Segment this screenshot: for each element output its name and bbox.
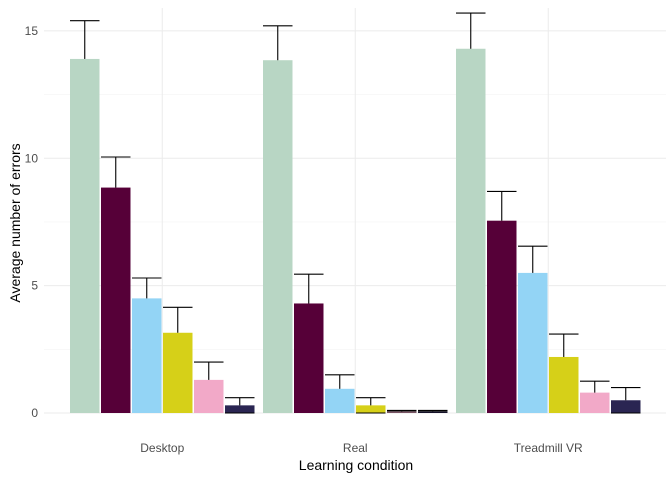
error-bar — [487, 190, 517, 221]
error-bar — [356, 397, 386, 414]
bar — [356, 405, 386, 413]
x-tick-label: Treadmill VR — [514, 441, 583, 455]
bar — [163, 332, 193, 413]
error-bars — [70, 12, 641, 414]
bar — [325, 388, 355, 413]
bar — [194, 379, 224, 413]
bar — [294, 303, 324, 413]
y-tick-labels: 0 5 10 15 — [25, 24, 39, 420]
bar — [611, 400, 641, 413]
bar — [225, 405, 255, 413]
y-tick-label: 15 — [25, 24, 39, 38]
bars — [70, 48, 641, 414]
error-bar — [518, 245, 548, 273]
bar — [132, 298, 162, 413]
error-bar — [580, 380, 610, 393]
error-bar — [456, 12, 486, 49]
y-tick-label: 5 — [31, 279, 38, 293]
bar — [263, 60, 293, 413]
error-bar — [132, 277, 162, 299]
x-tick-labels: Desktop Real Treadmill VR — [140, 441, 583, 455]
error-bar — [263, 25, 293, 61]
error-bar — [194, 361, 224, 380]
bar — [70, 58, 100, 414]
y-tick-label: 10 — [25, 151, 39, 165]
error-bar — [611, 386, 641, 414]
error-bar — [387, 409, 417, 413]
error-bar — [418, 409, 448, 413]
bar — [456, 48, 486, 413]
bar — [580, 392, 610, 413]
error-bar — [163, 306, 193, 333]
bar — [549, 356, 579, 413]
error-bar — [325, 374, 355, 389]
x-axis-title: Learning condition — [299, 457, 413, 473]
x-tick-label: Desktop — [140, 441, 184, 455]
bar — [487, 220, 517, 413]
error-bar — [549, 333, 579, 357]
x-tick-label: Real — [343, 441, 368, 455]
error-bar — [70, 20, 100, 59]
bar — [518, 272, 548, 413]
y-tick-label: 0 — [31, 406, 38, 420]
bar — [101, 187, 131, 413]
error-bar — [225, 397, 255, 414]
y-axis-title: Average number of errors — [7, 143, 23, 302]
error-bar — [101, 156, 131, 188]
error-bar — [294, 273, 324, 304]
